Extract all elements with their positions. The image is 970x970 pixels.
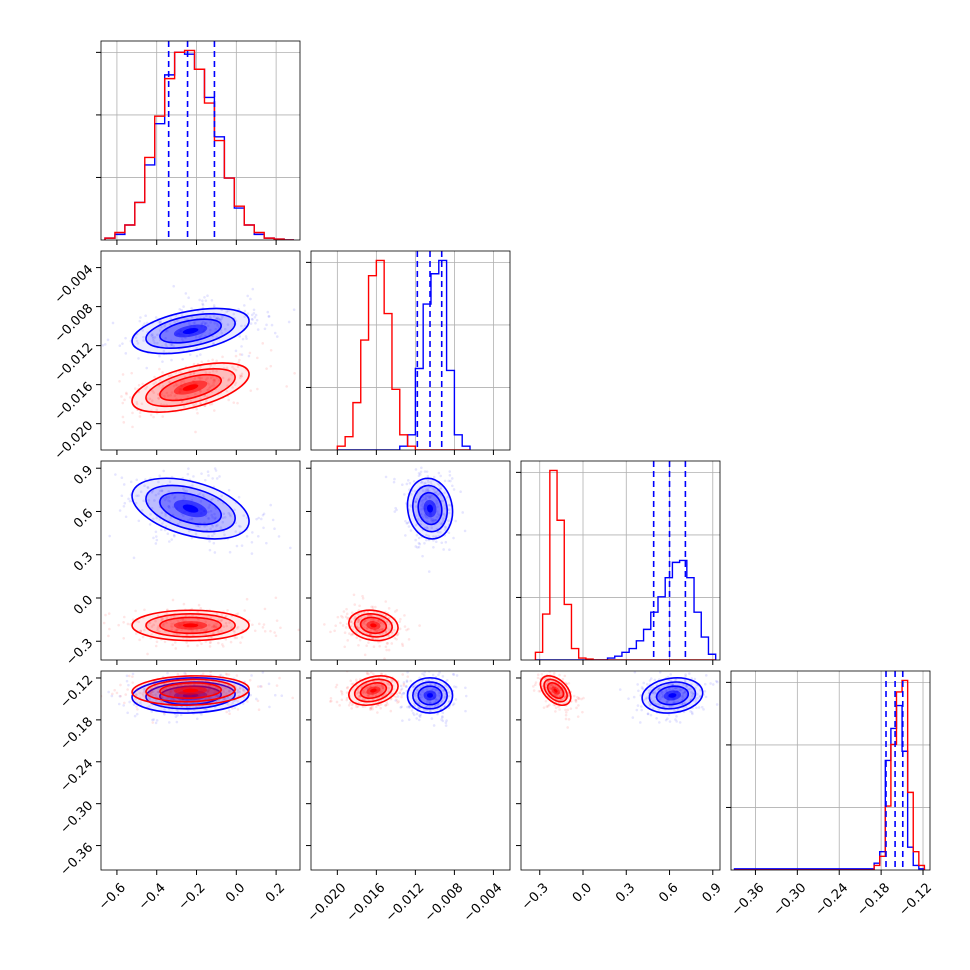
density-blue — [406, 477, 454, 540]
x-tick-label: −0.18 — [854, 880, 893, 919]
y-tick-label: −0.12 — [58, 673, 97, 712]
panel-1-0: −0.020−0.016−0.012−0.008−0.004 — [52, 250, 301, 463]
scatter-blue — [101, 284, 300, 370]
y-tick-label: 0.3 — [71, 549, 96, 574]
density-blue — [406, 677, 454, 714]
density-red — [131, 362, 250, 413]
x-tick-label: −0.016 — [344, 880, 389, 925]
density-red — [539, 675, 572, 707]
x-tick-label: −0.30 — [771, 880, 810, 919]
panel-frame — [100, 40, 301, 241]
plot-area — [323, 466, 467, 660]
y-tick-label: −0.020 — [52, 418, 97, 463]
plot-area — [532, 671, 719, 729]
density-blue — [131, 307, 250, 355]
grid-lines — [731, 671, 930, 870]
density-red — [348, 609, 399, 642]
x-tick-label: −0.24 — [812, 880, 851, 919]
y-tick-label: 0.0 — [71, 593, 96, 618]
panel-frame — [520, 670, 721, 871]
density-red — [131, 609, 250, 642]
panel-frame — [310, 670, 511, 871]
y-tick-label: 0.6 — [71, 506, 96, 531]
x-tick-label: −0.012 — [383, 880, 428, 925]
y-tick-label: −0.008 — [52, 301, 97, 346]
plot-area — [101, 671, 294, 725]
density-red — [348, 675, 399, 707]
x-tick-label: 0.6 — [656, 880, 681, 905]
panel-2-0: −0.3 0.0 0.3 0.6 0.9 — [63, 460, 301, 669]
x-tick-label: −0.36 — [729, 880, 768, 919]
y-tick-label: −0.012 — [52, 340, 97, 385]
panel-3-1: −0.020−0.016−0.012−0.008−0.004 — [305, 670, 511, 925]
x-tick-label: −0.4 — [136, 880, 169, 913]
panel-3-3: −0.36 −0.30 −0.24 −0.18 −0.12 — [726, 670, 935, 919]
panel-frame — [730, 670, 931, 871]
grid-lines — [311, 251, 510, 450]
y-tick-label: −0.18 — [58, 715, 97, 754]
histogram-blue — [535, 559, 717, 660]
density-red — [131, 675, 250, 707]
x-tick-label: −0.2 — [176, 880, 209, 913]
panel-1-1 — [306, 250, 511, 455]
panel-frame — [100, 670, 301, 871]
y-tick-label: −0.3 — [63, 636, 96, 669]
histogram-blue — [104, 51, 295, 240]
grid-lines — [521, 461, 720, 660]
histogram-red — [534, 469, 716, 660]
y-tick-label: −0.016 — [52, 379, 97, 424]
x-tick-label: −0.12 — [896, 880, 935, 919]
panel-3-2: −0.3 0.0 0.3 0.6 0.9 — [516, 670, 725, 913]
panel-frame — [310, 250, 511, 451]
panel-frame — [520, 460, 721, 661]
plot-area — [521, 461, 720, 660]
y-tick-label: −0.24 — [58, 756, 97, 795]
histogram-blue — [337, 259, 471, 450]
plot-area — [101, 41, 300, 240]
plot-area — [101, 284, 300, 434]
x-tick-label: 0.9 — [700, 880, 725, 905]
panel-frame — [100, 460, 301, 661]
panel-3-0: −0.36−0.30−0.24−0.18−0.12 −0.6 −0.4 −0.2 0.0… — [58, 670, 301, 913]
x-tick-label: 0.0 — [223, 880, 248, 905]
x-tick-label: 0.2 — [263, 880, 288, 905]
density-blue — [131, 477, 250, 540]
x-tick-label: −0.004 — [461, 880, 506, 925]
plot-area — [328, 671, 468, 727]
plot-area — [311, 251, 510, 450]
density-blue — [641, 677, 704, 714]
x-tick-label: −0.008 — [422, 880, 467, 925]
x-tick-label: −0.020 — [305, 880, 350, 925]
x-tick-label: 0.0 — [570, 880, 595, 905]
panel-2-1 — [306, 460, 511, 665]
y-tick-label: −0.004 — [52, 262, 97, 307]
y-tick-label: 0.9 — [71, 463, 96, 488]
plot-area — [731, 671, 930, 870]
x-tick-label: 0.3 — [613, 880, 638, 905]
panels: −0.020−0.016−0.012−0.008−0.004−0.30.00.3… — [52, 40, 935, 925]
x-tick-label: −0.6 — [96, 880, 129, 913]
histogram-red — [336, 259, 471, 450]
plot-area — [102, 467, 300, 660]
panel-2-2 — [516, 460, 721, 665]
x-tick-label: −0.3 — [519, 880, 552, 913]
histogram-red — [734, 679, 926, 870]
panel-0-0 — [96, 40, 301, 245]
panel-frame — [100, 250, 301, 451]
histogram-blue — [733, 704, 926, 870]
grid-lines — [101, 41, 300, 240]
histogram-red — [104, 49, 295, 240]
y-tick-label: −0.36 — [58, 840, 97, 879]
y-tick-label: −0.30 — [58, 798, 97, 837]
panel-frame — [310, 460, 511, 661]
